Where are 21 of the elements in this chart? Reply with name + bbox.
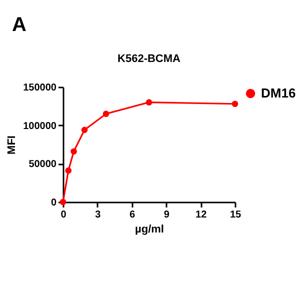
x-tick-label: 0 bbox=[60, 210, 67, 220]
point bbox=[146, 99, 152, 106]
chart-title: K562-BCMA bbox=[118, 53, 181, 65]
text: A bbox=[12, 14, 26, 37]
x-tick-label: 3 bbox=[95, 210, 102, 220]
point bbox=[232, 100, 238, 108]
x-tick-label: 6 bbox=[130, 210, 136, 220]
y-tick-label: 50000 bbox=[28, 159, 57, 170]
y-axis-title: MFI bbox=[6, 136, 18, 154]
y-tick-label: 0 bbox=[50, 198, 57, 208]
point bbox=[65, 167, 72, 174]
point bbox=[81, 126, 88, 134]
x-tick-label: 12 bbox=[196, 210, 208, 220]
point bbox=[70, 148, 77, 155]
point bbox=[102, 110, 110, 117]
x-tick-label: 9 bbox=[164, 210, 170, 220]
y-tick-label: 150000 bbox=[23, 82, 57, 94]
x-tick-label: 15 bbox=[230, 210, 242, 220]
x-axis-title: µg/ml bbox=[135, 224, 164, 236]
y-tick-label: 100000 bbox=[23, 120, 57, 132]
legend-label: DM16 bbox=[261, 86, 296, 100]
